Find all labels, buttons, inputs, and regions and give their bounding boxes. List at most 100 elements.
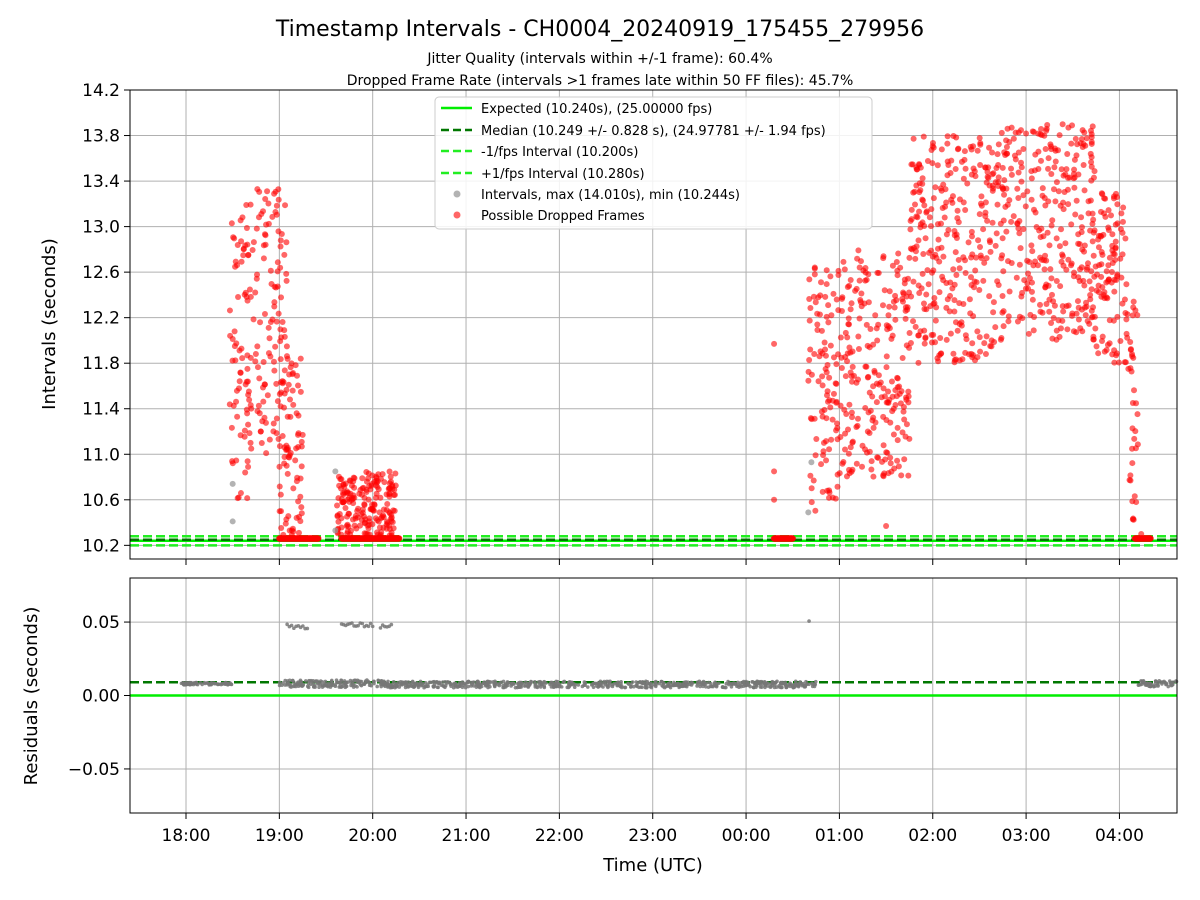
dropped-frame-point xyxy=(894,424,901,431)
dropped-frame-point xyxy=(1048,291,1055,298)
dropped-frame-point xyxy=(365,525,372,532)
dropped-frame-point xyxy=(995,162,1002,169)
dropped-frame-point xyxy=(862,363,869,370)
dropped-frame-point xyxy=(887,419,894,426)
dropped-frame-point xyxy=(870,341,877,348)
dropped-frame-point xyxy=(819,373,826,380)
dropped-frame-point xyxy=(229,460,236,467)
dropped-frame-point xyxy=(239,214,246,221)
dropped-frame-point xyxy=(932,184,939,191)
residual-point xyxy=(666,682,670,686)
interval-point xyxy=(229,518,236,525)
dropped-frame-point xyxy=(928,339,935,346)
residual-point xyxy=(510,681,514,686)
dropped-frame-point xyxy=(829,416,836,423)
dropped-frame-point xyxy=(886,288,893,295)
dropped-frame-point xyxy=(1059,121,1066,128)
residual-point xyxy=(307,679,312,683)
dropped-frame-point xyxy=(299,431,306,438)
residual-point xyxy=(410,679,415,684)
dropped-frame-point xyxy=(834,425,841,432)
dropped-frame-point xyxy=(297,475,304,482)
dropped-frame-point xyxy=(847,306,854,313)
dropped-frame-point xyxy=(1018,159,1025,166)
dropped-frame-point xyxy=(283,386,290,393)
dropped-frame-point xyxy=(1023,130,1030,137)
dropped-frame-point xyxy=(234,242,241,249)
residual-point xyxy=(645,680,650,684)
dropped-frame-point xyxy=(1078,135,1085,142)
dropped-frame-point xyxy=(921,202,928,209)
dropped-frame-point xyxy=(814,310,821,317)
dropped-frame-point xyxy=(1041,266,1048,273)
dropped-frame-point xyxy=(1078,264,1085,271)
dropped-frame-point xyxy=(998,129,1005,136)
dropped-frame-point xyxy=(388,514,395,521)
residual-point xyxy=(735,684,739,689)
residual-point xyxy=(355,678,360,683)
residual-point xyxy=(388,685,393,690)
residual-point xyxy=(432,682,437,687)
residual-point xyxy=(303,679,308,683)
dropped-frame-point xyxy=(1068,262,1075,269)
dropped-frame-point xyxy=(293,445,300,452)
residual-point xyxy=(292,683,296,688)
residual-point xyxy=(494,681,498,685)
dropped-frame-point xyxy=(894,457,901,464)
dropped-frame-point xyxy=(993,230,1000,237)
dropped-frame-point xyxy=(863,321,870,328)
residual-point xyxy=(610,684,615,689)
dropped-frame-point xyxy=(276,483,283,490)
intervals-y-tick-label: 11.4 xyxy=(82,400,120,420)
dropped-frame-point xyxy=(771,496,778,503)
dropped-frame-point xyxy=(844,334,851,341)
dropped-frame-point xyxy=(889,393,896,400)
dropped-frame-point xyxy=(1006,288,1013,295)
dropped-frame-point xyxy=(880,442,887,449)
dropped-frame-point xyxy=(892,387,899,394)
dropped-frame-point xyxy=(924,267,931,274)
dropped-frame-point xyxy=(1018,293,1025,300)
dropped-frame-point xyxy=(880,255,887,262)
dropped-frame-point xyxy=(969,340,976,347)
dropped-frame-point xyxy=(1087,292,1094,299)
dropped-frame-point xyxy=(870,424,877,431)
dropped-frame-point xyxy=(258,440,265,447)
dropped-frame-point xyxy=(255,402,262,409)
residual-point xyxy=(639,680,644,685)
legend-swatch-dropped xyxy=(453,211,461,219)
dropped-frame-point xyxy=(985,174,992,181)
dropped-frame-point xyxy=(1031,314,1038,321)
dropped-frame-point xyxy=(841,406,848,413)
dropped-frame-point xyxy=(899,429,906,436)
dropped-frame-point xyxy=(812,299,819,306)
dropped-frame-point xyxy=(351,522,358,529)
dropped-frame-point xyxy=(974,147,981,154)
dropped-frame-point xyxy=(254,271,261,278)
dropped-frame-point xyxy=(1071,166,1078,173)
residual-point xyxy=(375,684,379,689)
dropped-frame-point xyxy=(1044,229,1051,236)
x-tick-label: 19:00 xyxy=(255,826,304,846)
residual-point xyxy=(308,682,313,687)
dropped-frame-point xyxy=(853,460,860,467)
dropped-frame-point xyxy=(841,266,848,273)
dropped-frame-point xyxy=(960,175,967,182)
dropped-frame-point xyxy=(1088,140,1095,147)
dropped-frame-point xyxy=(892,316,899,323)
residual-point xyxy=(343,682,347,686)
dropped-frame-point xyxy=(821,339,828,346)
dropped-frame-point xyxy=(252,289,259,296)
dropped-frame-point xyxy=(283,353,290,360)
dropped-frame-point xyxy=(1016,230,1023,237)
dropped-frame-point xyxy=(940,253,947,260)
dropped-frame-point xyxy=(298,510,305,517)
x-tick-label: 01:00 xyxy=(815,826,864,846)
dropped-frame-point xyxy=(963,336,970,343)
dropped-frame-point xyxy=(1086,320,1093,327)
dropped-frame-point xyxy=(243,225,250,232)
dropped-frame-point xyxy=(890,431,897,438)
dropped-frame-point xyxy=(1024,257,1031,264)
dropped-frame-point xyxy=(1059,253,1066,260)
dropped-frame-point xyxy=(298,463,305,470)
